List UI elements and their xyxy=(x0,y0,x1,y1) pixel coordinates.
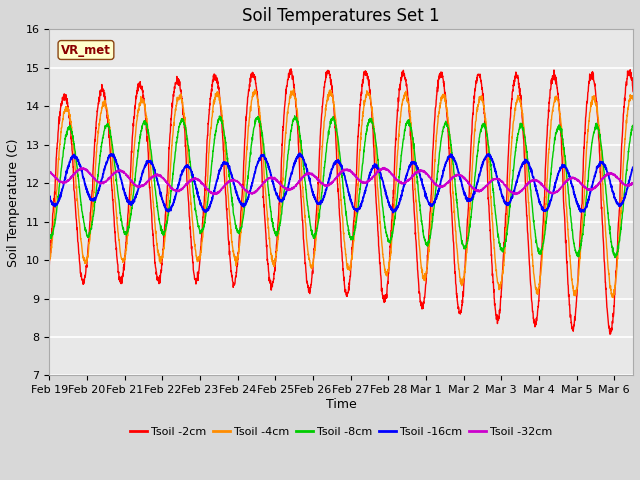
Y-axis label: Soil Temperature (C): Soil Temperature (C) xyxy=(7,138,20,266)
Tsoil -16cm xyxy=(389,210,397,216)
Tsoil -4cm xyxy=(609,295,617,300)
Tsoil -32cm xyxy=(45,168,53,174)
Tsoil -32cm xyxy=(484,181,492,187)
Tsoil -8cm xyxy=(611,255,619,261)
Tsoil -8cm xyxy=(629,122,637,128)
Tsoil -2cm xyxy=(453,294,461,300)
Tsoil -2cm xyxy=(527,286,535,291)
Tsoil -4cm xyxy=(527,236,535,242)
Tsoil -16cm xyxy=(453,164,461,169)
Legend: Tsoil -2cm, Tsoil -4cm, Tsoil -8cm, Tsoil -16cm, Tsoil -32cm: Tsoil -2cm, Tsoil -4cm, Tsoil -8cm, Tsoi… xyxy=(125,422,557,442)
Line: Tsoil -4cm: Tsoil -4cm xyxy=(49,89,633,298)
Line: Tsoil -2cm: Tsoil -2cm xyxy=(49,69,633,334)
Tsoil -4cm xyxy=(45,256,53,262)
Tsoil -8cm xyxy=(291,113,298,119)
X-axis label: Time: Time xyxy=(326,398,356,411)
Tsoil -4cm xyxy=(230,255,238,261)
Title: Soil Temperatures Set 1: Soil Temperatures Set 1 xyxy=(243,7,440,25)
Tsoil -2cm xyxy=(415,289,423,295)
Tsoil -8cm xyxy=(484,137,492,143)
Tsoil -2cm xyxy=(629,89,637,95)
Tsoil -32cm xyxy=(209,192,217,197)
Line: Tsoil -16cm: Tsoil -16cm xyxy=(49,153,633,213)
Tsoil -16cm xyxy=(230,183,238,189)
Tsoil -2cm xyxy=(230,281,238,287)
Tsoil -8cm xyxy=(527,192,535,198)
Tsoil -16cm xyxy=(416,170,424,176)
Tsoil -32cm xyxy=(416,168,424,173)
Tsoil -32cm xyxy=(453,172,461,178)
Tsoil -4cm xyxy=(453,242,461,248)
Tsoil -32cm xyxy=(453,172,461,178)
Tsoil -8cm xyxy=(453,200,461,205)
Tsoil -16cm xyxy=(45,193,53,199)
Tsoil -4cm xyxy=(484,142,492,148)
Tsoil -8cm xyxy=(45,233,53,239)
Tsoil -16cm xyxy=(296,150,303,156)
Tsoil -8cm xyxy=(230,216,238,222)
Tsoil -32cm xyxy=(231,177,239,183)
Tsoil -16cm xyxy=(629,165,637,171)
Text: VR_met: VR_met xyxy=(61,44,111,57)
Tsoil -2cm xyxy=(287,66,295,72)
Tsoil -2cm xyxy=(45,262,53,267)
Tsoil -4cm xyxy=(290,86,298,92)
Tsoil -16cm xyxy=(484,152,492,157)
Line: Tsoil -8cm: Tsoil -8cm xyxy=(49,116,633,258)
Tsoil -4cm xyxy=(453,245,461,251)
Tsoil -4cm xyxy=(415,243,423,249)
Tsoil -8cm xyxy=(415,199,423,205)
Tsoil -16cm xyxy=(527,169,535,175)
Tsoil -32cm xyxy=(380,165,388,170)
Tsoil -2cm xyxy=(606,331,614,337)
Tsoil -4cm xyxy=(629,97,637,103)
Tsoil -2cm xyxy=(484,182,492,188)
Tsoil -2cm xyxy=(453,290,461,296)
Tsoil -16cm xyxy=(453,164,461,169)
Tsoil -32cm xyxy=(527,178,535,184)
Tsoil -32cm xyxy=(629,180,637,186)
Tsoil -8cm xyxy=(453,196,461,202)
Line: Tsoil -32cm: Tsoil -32cm xyxy=(49,168,633,194)
